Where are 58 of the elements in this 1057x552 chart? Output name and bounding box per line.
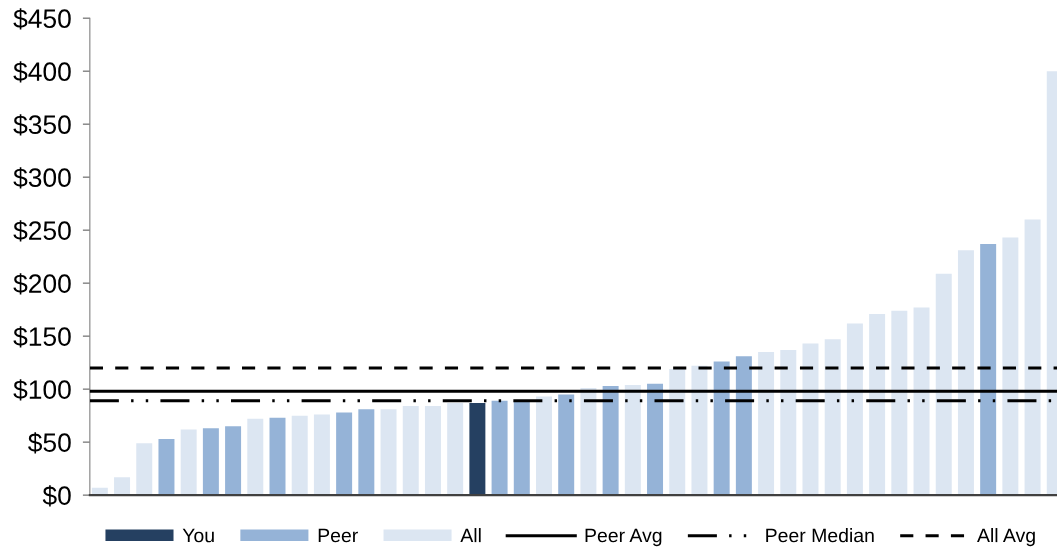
bar	[402, 406, 419, 496]
bar	[602, 385, 619, 496]
bar	[1002, 237, 1019, 496]
bar	[291, 415, 308, 496]
bar	[447, 402, 464, 496]
bar	[980, 243, 997, 496]
y-tick-label: $50	[28, 432, 71, 454]
bar	[624, 384, 641, 496]
bar	[913, 307, 930, 496]
y-tick-label: $200	[13, 273, 71, 295]
y-tick-label: $300	[13, 167, 71, 189]
bar	[824, 339, 841, 496]
bar	[114, 477, 131, 496]
y-tick-label: $250	[13, 220, 71, 242]
bar	[380, 409, 397, 496]
bar	[669, 369, 686, 496]
y-tick-label: $0	[42, 485, 71, 507]
legend-label: All	[460, 528, 481, 543]
bar	[758, 352, 775, 496]
legend-label: All Avg	[977, 528, 1035, 547]
bar	[136, 443, 153, 496]
legend-label: Peer Avg	[585, 528, 662, 547]
bar	[247, 418, 264, 496]
bar	[846, 323, 863, 496]
bar	[358, 409, 375, 496]
legend-label: Peer Median	[766, 528, 874, 543]
bar	[424, 406, 441, 496]
bar	[336, 412, 353, 496]
bar	[558, 394, 575, 496]
bar	[469, 402, 486, 496]
bar	[313, 414, 330, 496]
bar	[869, 313, 886, 496]
bar	[269, 417, 286, 496]
y-tick-label: $450	[13, 8, 71, 30]
bar	[580, 388, 597, 496]
bar	[713, 361, 730, 496]
y-tick-label: $150	[13, 326, 71, 348]
y-tick-label: $100	[13, 379, 71, 401]
bar	[780, 349, 797, 496]
y-tick-label: $350	[13, 114, 71, 136]
bar	[802, 343, 819, 496]
bar	[735, 356, 752, 496]
bar	[202, 428, 219, 496]
bar	[536, 396, 552, 496]
bar	[491, 400, 508, 496]
bar	[513, 400, 530, 496]
bar	[158, 438, 175, 496]
y-tick-label: $400	[13, 61, 71, 83]
bar	[891, 310, 908, 496]
bar	[647, 383, 664, 496]
bar	[957, 250, 974, 496]
bar	[225, 426, 242, 496]
bar	[935, 273, 952, 496]
bar	[1024, 219, 1041, 496]
bar	[180, 429, 197, 496]
bar	[691, 365, 708, 496]
legend-label: Peer	[318, 528, 358, 543]
legend-label: You	[182, 528, 214, 543]
